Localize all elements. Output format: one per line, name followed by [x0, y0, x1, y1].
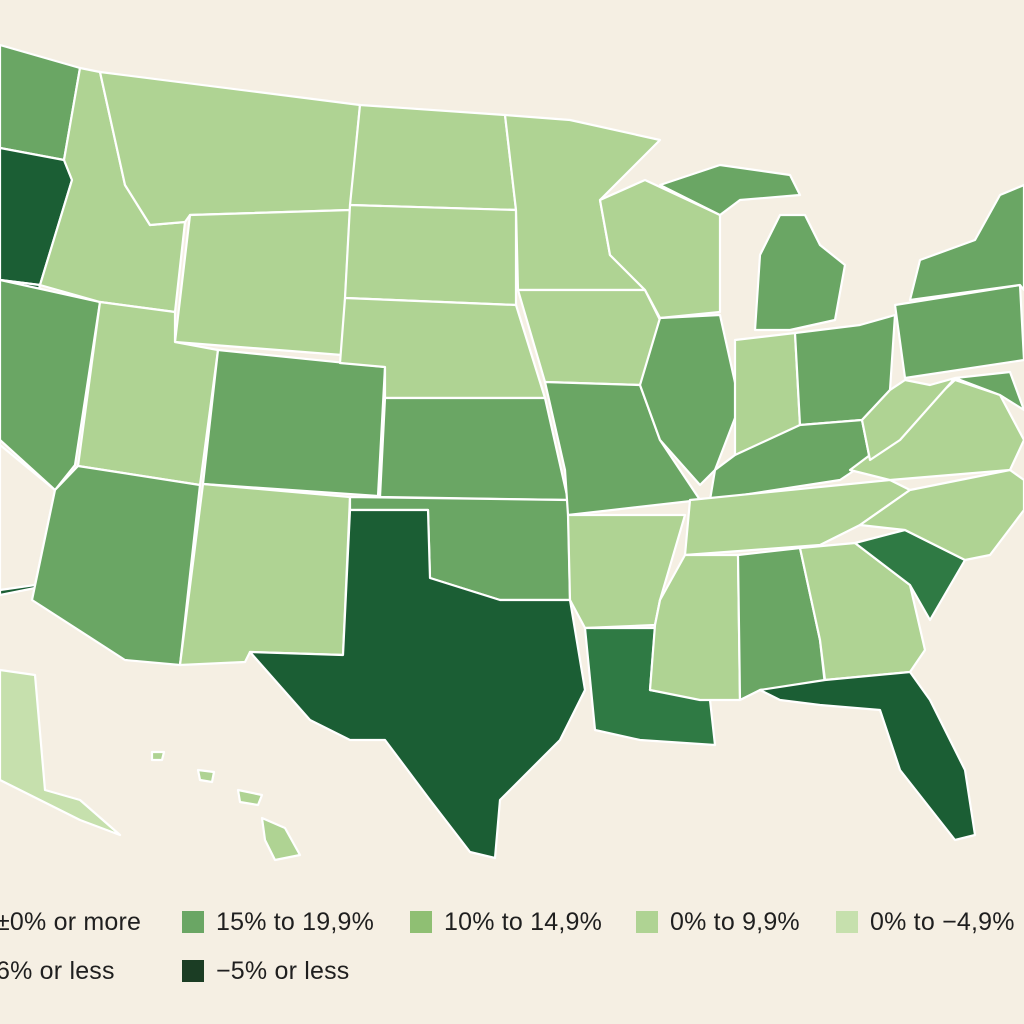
- legend-item-10-to-14: 10% to 14,9%: [410, 902, 602, 942]
- state-wisconsin[interactable]: [598, 178, 722, 320]
- state-arizona[interactable]: [30, 464, 202, 667]
- state-michigan-upper[interactable]: [658, 163, 802, 217]
- legend-item-15-to-19: 15% to 19,9%: [182, 902, 374, 942]
- state-new-york[interactable]: [908, 183, 1024, 302]
- state-hawaii-oahu[interactable]: [196, 768, 216, 784]
- legend-item-0-to-neg-4: 0% to −4,9%: [836, 902, 1015, 942]
- state-maryland[interactable]: [953, 370, 1024, 412]
- legend-row-1: ±0% or more 15% to 19,9% 10% to 14,9% 0%…: [0, 902, 1024, 942]
- legend-row-2: 6% or less −5% or less: [0, 951, 1024, 991]
- state-texas[interactable]: [248, 508, 587, 860]
- legend-item-6-or-less: 6% or less: [0, 951, 115, 991]
- legend-label: 0% to −4,9%: [870, 907, 1015, 936]
- state-wyoming[interactable]: [173, 208, 352, 357]
- legend-label: 0% to 9,9%: [670, 907, 800, 936]
- legend-item-20-or-more: ±0% or more: [0, 902, 141, 942]
- legend-label: ±0% or more: [0, 907, 142, 936]
- state-new-mexico[interactable]: [178, 482, 352, 667]
- legend-label: 6% or less: [0, 956, 115, 985]
- us-choropleth-map: [0, 43, 1024, 862]
- state-montana[interactable]: [98, 70, 362, 227]
- state-west-virginia[interactable]: [860, 376, 957, 462]
- state-illinois[interactable]: [638, 313, 742, 487]
- state-south-carolina[interactable]: [853, 528, 967, 622]
- state-north-carolina[interactable]: [858, 468, 1024, 562]
- state-iowa[interactable]: [516, 288, 667, 387]
- legend-item-neg-5-or-less: −5% or less: [182, 951, 350, 991]
- state-michigan[interactable]: [753, 213, 847, 332]
- legend-swatch: [636, 911, 658, 933]
- legend-swatch: [182, 911, 204, 933]
- legend-swatch: [836, 911, 858, 933]
- state-hawaii-big[interactable]: [260, 816, 302, 862]
- legend-item-0-to-9: 0% to 9,9%: [636, 902, 800, 942]
- state-florida[interactable]: [758, 670, 977, 842]
- legend-label: 10% to 14,9%: [444, 907, 603, 936]
- state-hawaii-maui[interactable]: [236, 788, 264, 807]
- state-north-dakota[interactable]: [348, 103, 518, 212]
- legend-swatch: [182, 960, 204, 982]
- legend-label: 15% to 19,9%: [216, 907, 375, 936]
- legend-label: −5% or less: [216, 956, 350, 985]
- legend-swatch: [410, 911, 432, 933]
- state-kansas[interactable]: [378, 396, 570, 502]
- state-hawaii-kauai[interactable]: [150, 750, 166, 762]
- state-south-dakota[interactable]: [343, 203, 518, 307]
- state-colorado[interactable]: [201, 348, 387, 498]
- state-alaska[interactable]: [0, 668, 122, 837]
